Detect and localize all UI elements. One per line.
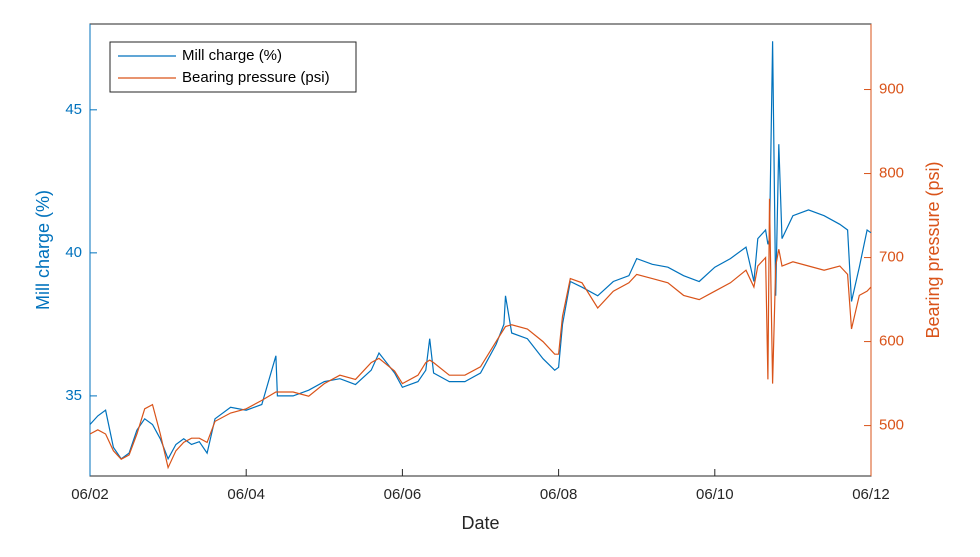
y-tick-label: 40 [65,244,82,261]
x-tick-label: 06/02 [71,486,109,503]
x-tick-label: 06/04 [227,486,265,503]
y2-tick-label: 500 [879,417,904,434]
y2-tick-label: 700 [879,249,904,266]
legend-label: Bearing pressure (psi) [182,69,330,86]
x-tick-label: 06/12 [852,486,890,503]
y2-tick-label: 900 [879,81,904,98]
y2-tick-label: 600 [879,333,904,350]
x-tick-label: 06/10 [696,486,734,503]
legend-label: Mill charge (%) [182,47,282,64]
y2-tick-label: 800 [879,165,904,182]
y-axis-label: Mill charge (%) [33,190,53,310]
x-axis-label: Date [461,513,499,533]
x-tick-label: 06/08 [540,486,578,503]
y-tick-label: 45 [65,101,82,118]
y-tick-label: 35 [65,387,82,404]
legend-box [109,41,357,93]
plot-frame [89,23,872,477]
x-tick-label: 06/06 [384,486,422,503]
y2-axis-label: Bearing pressure (psi) [923,161,943,338]
series-line [89,198,872,470]
